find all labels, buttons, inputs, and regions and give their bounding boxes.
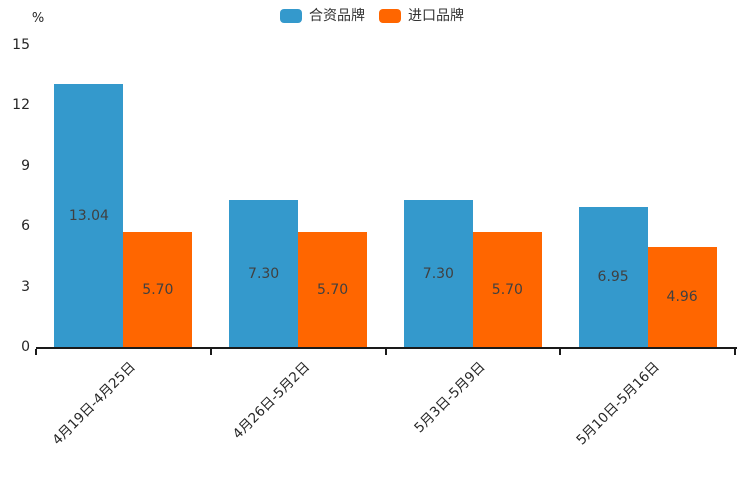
legend-item-joint-venture[interactable]: 合资品牌: [280, 7, 365, 25]
legend-item-import[interactable]: 进口品牌: [379, 7, 464, 25]
x-axis-tick: [559, 349, 562, 355]
legend-label: 合资品牌: [309, 8, 365, 24]
x-axis-tick: [734, 349, 736, 355]
x-axis-category-label: 4月19日-4月25日: [49, 359, 139, 449]
y-tick-label: 12: [12, 97, 30, 114]
y-tick-label: 6: [21, 218, 30, 235]
x-axis-tick: [35, 349, 37, 355]
bar-joint-venture-brands: 6.95: [578, 207, 648, 347]
bar-value-label: 5.70: [491, 281, 523, 298]
bar-value-label: 4.96: [666, 289, 698, 306]
bar-joint-venture-brands: 7.30: [229, 200, 299, 347]
bar-value-label: 13.04: [68, 207, 109, 224]
legend-label: 进口品牌: [408, 8, 464, 24]
bar-import-brands: 5.70: [472, 232, 542, 347]
bar-joint-venture-brands: 7.30: [403, 200, 473, 347]
y-axis-unit-label: %: [31, 11, 45, 26]
x-axis-line: [36, 347, 737, 349]
bar-value-label: 5.70: [317, 281, 349, 298]
x-axis-tick: [384, 349, 387, 355]
bar-import-brands: 5.70: [123, 232, 193, 347]
y-tick-label: 0: [21, 339, 30, 355]
y-tick-label: 9: [21, 157, 30, 174]
x-axis-tick: [209, 349, 212, 355]
y-tick-label: 3: [21, 278, 30, 295]
legend-swatch-icon: [280, 9, 302, 23]
bar-value-label: 6.95: [597, 269, 629, 286]
x-axis-category-label: 5月10日-5月16日: [573, 359, 663, 449]
y-tick-label: 15: [12, 37, 30, 53]
bar-value-label: 7.30: [248, 265, 280, 282]
bar-import-brands: 5.70: [298, 232, 368, 347]
bar-joint-venture-brands: 13.04: [54, 84, 124, 347]
bar-value-label: 7.30: [422, 265, 454, 282]
legend: 合资品牌 进口品牌: [0, 7, 744, 25]
x-axis-category-label: 5月3日-5月9日: [410, 359, 489, 437]
bar-value-label: 5.70: [142, 281, 174, 298]
x-axis-category-label: 4月26日-5月2日: [230, 359, 314, 443]
legend-swatch-icon: [379, 9, 401, 23]
bar-import-brands: 4.96: [647, 247, 717, 347]
